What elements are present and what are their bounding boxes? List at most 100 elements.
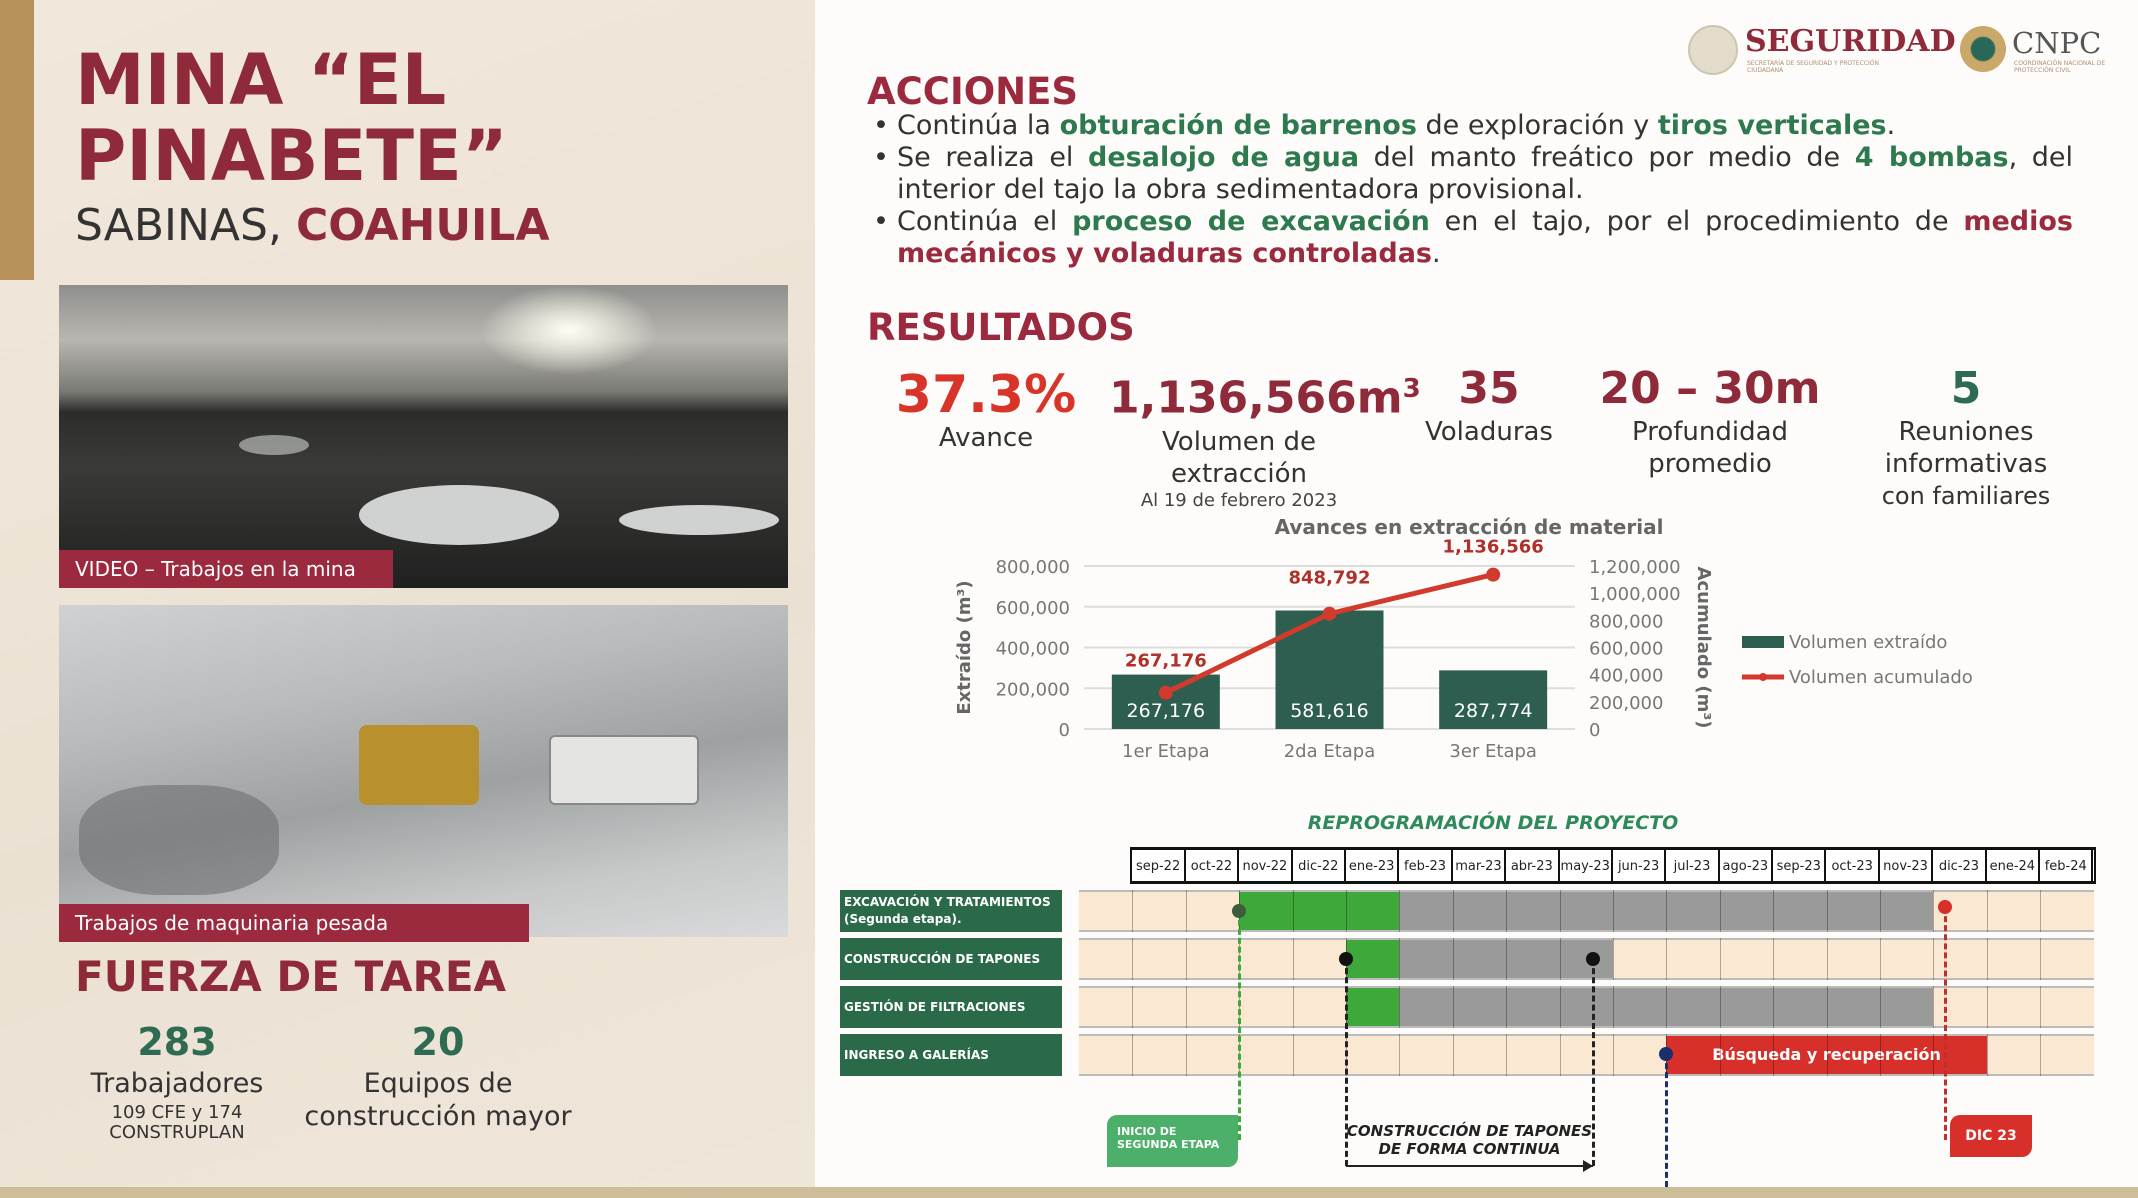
plugs-annotation: CONSTRUCCIÓN DE TAPONES DE FORMA CONTINUA [1346, 1122, 1593, 1158]
stat-2: 35 Voladuras [1359, 362, 1619, 448]
gantt-grid-line [1559, 938, 1561, 980]
gantt-grid-line [1185, 986, 1187, 1028]
galleries-dashed-line [1665, 1054, 1669, 1187]
stat-value: 1,136,566m3 [1109, 372, 1421, 424]
gantt-grid-line [1506, 986, 1508, 1028]
start-milestone-flag: INICIO DE SEGUNDA ETAPA [1107, 1115, 1238, 1167]
month-header: dic-22 [1293, 850, 1346, 883]
gantt-grid-line [1826, 938, 1828, 980]
stat-label: Voladuras [1425, 417, 1553, 447]
gantt-grid-line [1719, 938, 1721, 980]
y-tick-label: 400,000 [996, 639, 1070, 660]
gantt-grid-line [1399, 938, 1401, 980]
workers-detail-1: 109 CFE y 174 [111, 1102, 243, 1123]
gantt-grid-line [1399, 890, 1401, 932]
bar [1439, 670, 1548, 729]
workers-label: Trabajadores [90, 1068, 264, 1099]
seguridad-logo-sub: SECRETARÍA DE SEGURIDAD Y PROTECCIÓN CIU… [1747, 60, 1879, 74]
gantt-grid-line [1986, 890, 1988, 932]
gantt-grid-line [2040, 1034, 2042, 1076]
gantt-grid-line [1880, 938, 1881, 980]
bar [1111, 674, 1220, 729]
gantt-grid-line [1613, 986, 1614, 1028]
stat-3: 20 – 30m Profundidad promedio [1580, 362, 1840, 480]
gantt-grid-line [1719, 986, 1721, 1028]
gantt-grid-line [1559, 986, 1561, 1028]
legend-marker [1759, 673, 1767, 681]
legend-label: Volumen acumulado [1789, 667, 1973, 688]
gantt-grid-line [1880, 1034, 1881, 1076]
legend-label: Volumen extraído [1789, 632, 1947, 653]
x-tick-label: 3er Etapa [1449, 741, 1537, 762]
bar-label: 267,176 [1127, 700, 1206, 722]
line-point [1486, 567, 1501, 582]
gantt-grid-line [1613, 938, 1614, 980]
gantt-grid-line [1292, 1034, 1294, 1076]
equipment-label-1: Equipos de [363, 1068, 513, 1099]
gantt-task-label: INGRESO A GALERÍAS [840, 1034, 1062, 1076]
gantt-bar [1346, 988, 1400, 1026]
acciones-list: Continúa la obturación de barrenos de ex… [873, 110, 2073, 270]
line-point [1158, 685, 1173, 700]
gantt-grid-line [1452, 1034, 1454, 1076]
gantt-grid-line [1399, 986, 1401, 1028]
gantt-grid-line [1986, 938, 1988, 980]
stat-value: 37.3% [895, 365, 1077, 425]
gantt-grid-line [1452, 986, 1454, 1028]
gantt-bar [1399, 940, 1613, 978]
gantt-grid-line [1506, 938, 1508, 980]
gantt-grid-line [1933, 986, 1935, 1028]
machinery-photo [59, 605, 788, 937]
page-title-line2: PINABETE” [75, 115, 508, 197]
gantt-grid-line [1506, 1034, 1508, 1076]
stat-value: 35 [1458, 363, 1520, 414]
gantt-bar [1399, 988, 1934, 1026]
gantt-month-header: sep-22 oct-22 nov-22 dic-22 ene-23 feb-23 mar-… [1130, 847, 2096, 884]
gantt-bar [1346, 940, 1400, 978]
y-axis-label: Extraído (m³) [954, 580, 975, 714]
gantt-grid-line [1986, 986, 1988, 1028]
gantt-grid-line [1506, 890, 1508, 932]
gantt-grid-line [1933, 938, 1935, 980]
page-title-line1: MINA “EL [75, 39, 447, 121]
milestone-dot [1659, 1047, 1674, 1061]
y2-tick-label: 0 [1589, 720, 1600, 741]
y2-axis-label: Acumulado (m³) [1693, 567, 1714, 729]
equipment-label-2: construcción mayor [304, 1101, 572, 1132]
month-header: nov-22 [1239, 850, 1293, 883]
month-header: may-23 [1560, 850, 1613, 883]
gantt-task-label: CONSTRUCCIÓN DE TAPONES [840, 938, 1062, 980]
stat-4: 5 Reuniones informativas con familiares [1836, 362, 2096, 512]
month-header: ago-23 [1720, 850, 1774, 883]
task-force-title: FUERZA DE TAREA [75, 952, 507, 1001]
month-header: jun-23 [1613, 850, 1667, 883]
rock-pile [79, 785, 279, 895]
y-tick-label: 600,000 [996, 598, 1070, 619]
line-point [1322, 606, 1337, 621]
seguridad-logo: SEGURIDAD [1745, 24, 1956, 59]
gantt-grid-line [1773, 1034, 1775, 1076]
stat-value: 20 – 30m [1599, 363, 1821, 414]
arrow-head-icon [1583, 1160, 1593, 1172]
mine-video-thumbnail[interactable] [59, 285, 788, 588]
gantt-grid-line [1719, 890, 1721, 932]
stat-label: Profundidad promedio [1631, 417, 1789, 479]
mexico-seal-logo [1688, 25, 1738, 75]
stat-note: Al 19 de febrero 2023 [1140, 489, 1338, 511]
gantt-grid-line [1933, 1034, 1935, 1076]
water-pond [239, 435, 309, 455]
bar-label: 581,616 [1290, 700, 1369, 722]
gantt-grid-line [1559, 1034, 1561, 1076]
gantt-grid-line [1399, 1034, 1401, 1076]
gantt-grid-line [1986, 1034, 1988, 1076]
month-header: oct-23 [1826, 850, 1880, 883]
plugs-start-line [1345, 959, 1348, 1166]
y-tick-label: 0 [1059, 720, 1070, 741]
legend-swatch-bar [1742, 636, 1784, 648]
gantt-task-label: EXCAVACIÓN Y TRATAMIENTOS (Segunda etapa… [840, 890, 1062, 932]
gantt-grid-line [2040, 890, 2042, 932]
gantt-grid-line [1132, 986, 1134, 1028]
gantt-grid-line [1666, 986, 1668, 1028]
chart-title: Avances en extracción de material [1275, 515, 1664, 539]
location-city: SABINAS, [75, 200, 296, 251]
